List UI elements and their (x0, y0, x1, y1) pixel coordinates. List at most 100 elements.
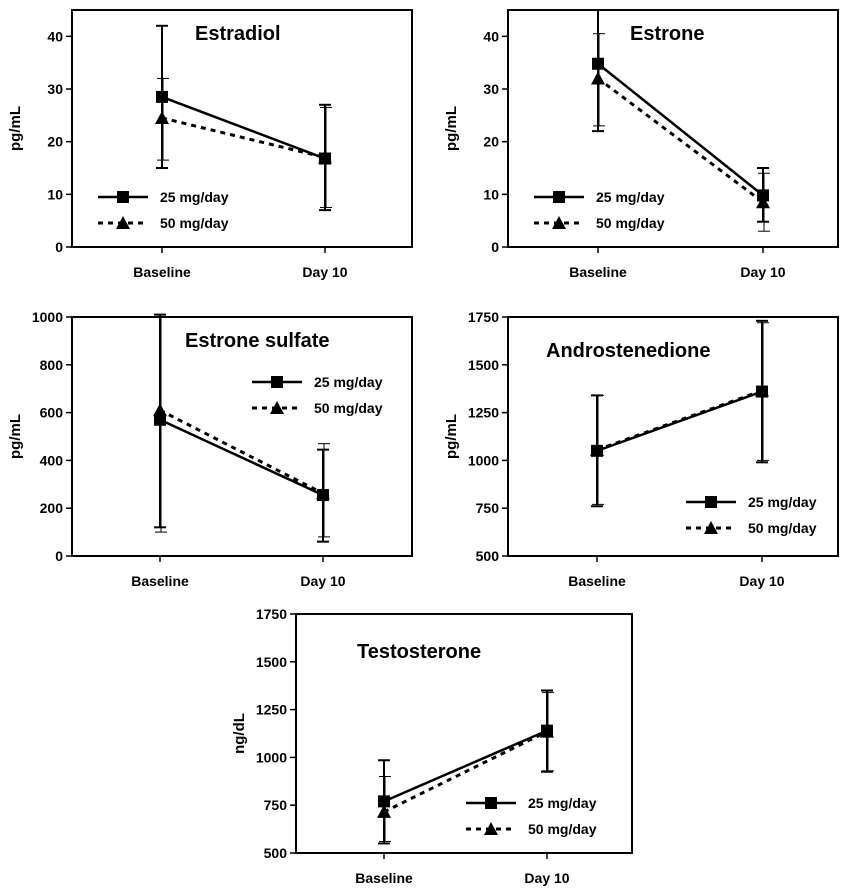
series-line (159, 418, 324, 497)
square-marker (156, 90, 168, 103)
series-line (597, 77, 764, 204)
legend-square-marker (705, 496, 717, 508)
plot-area (507, 9, 839, 248)
x-tick-label: Day 10 (302, 264, 347, 280)
y-tick-label: 20 (483, 134, 499, 150)
triangle-marker (590, 442, 604, 456)
x-tick-label: Baseline (133, 264, 191, 280)
legend-label: 25 mg/day (160, 189, 229, 205)
legend-square-marker (485, 797, 497, 809)
legend-label: 50 mg/day (314, 400, 383, 416)
series-line (159, 408, 324, 495)
y-tick-label: 500 (264, 845, 288, 861)
square-marker (154, 413, 166, 426)
panel-title: Testosterone (357, 641, 481, 663)
x-tick-label: Day 10 (524, 870, 569, 886)
legend-label: 50 mg/day (748, 520, 817, 536)
y-tick-label: 0 (491, 239, 499, 255)
series-line (383, 730, 548, 814)
y-tick-label: 1250 (468, 405, 499, 421)
triangle-marker (756, 195, 770, 209)
chart-panel: 500 750 1000 1250 1500 1750 ng/dL Baseline Day 1… (231, 606, 633, 886)
x-tick-label: Day 10 (740, 264, 785, 280)
y-tick-label: 40 (47, 28, 63, 44)
legend: 25 mg/day 50 mg/day (534, 189, 665, 231)
legend-label: 25 mg/day (748, 494, 817, 510)
y-tick-label: 1000 (256, 749, 287, 765)
legend-triangle-marker (484, 822, 498, 835)
legend: 25 mg/day 50 mg/day (686, 494, 817, 536)
y-axis-label: ng/dL (231, 713, 248, 754)
y-axis-label: pg/mL (7, 414, 24, 459)
y-axis-label: pg/mL (443, 106, 460, 151)
y-axis-label: pg/mL (443, 414, 460, 459)
triangle-marker (316, 486, 330, 500)
legend-label: 25 mg/day (314, 374, 383, 390)
y-tick-label: 800 (40, 357, 64, 373)
square-marker (592, 57, 604, 70)
plot-area (71, 316, 413, 557)
chart-panel: 0 10 20 30 40 pg/mL Baseline Day 10 Estradiol 25 … (7, 9, 413, 280)
panel-title: Androstenedione (546, 340, 710, 362)
x-tick-label: Baseline (355, 870, 413, 886)
legend: 25 mg/day 50 mg/day (252, 374, 383, 416)
legend-label: 50 mg/day (160, 215, 229, 231)
legend-label: 25 mg/day (596, 189, 665, 205)
chart-panel: 0 10 20 30 40 pg/mL Baseline Day 10 Estrone 25 mg… (443, 9, 839, 280)
y-tick-label: 0 (55, 548, 63, 564)
y-tick-label: 30 (483, 81, 499, 97)
y-tick-label: 1750 (256, 606, 287, 622)
panel-title: Estrone sulfate (185, 330, 329, 352)
legend-label: 25 mg/day (528, 795, 597, 811)
triangle-marker (155, 110, 169, 124)
legend-label: 50 mg/day (596, 215, 665, 231)
triangle-marker (540, 724, 554, 738)
legend: 25 mg/day 50 mg/day (98, 189, 229, 231)
legend-label: 50 mg/day (528, 821, 597, 837)
series-line (596, 390, 763, 453)
legend-square-marker (553, 191, 565, 203)
triangle-marker (153, 403, 167, 417)
y-tick-label: 10 (47, 186, 63, 202)
legend-triangle-marker (270, 401, 284, 414)
plot-area (507, 316, 839, 557)
x-tick-label: Day 10 (300, 573, 345, 589)
y-tick-label: 400 (40, 452, 64, 468)
chart-panel: 0 200 400 600 800 1000 pg/mL Baseline Day 10 Estr… (7, 309, 413, 589)
triangle-marker (755, 383, 769, 397)
plot-area (295, 613, 633, 854)
x-tick-label: Baseline (568, 573, 626, 589)
y-tick-label: 1000 (468, 452, 499, 468)
y-tick-label: 1250 (256, 702, 287, 718)
legend-triangle-marker (552, 216, 566, 229)
y-tick-label: 20 (47, 134, 63, 150)
plot-area (71, 9, 413, 248)
y-axis-label: pg/mL (7, 106, 24, 151)
y-tick-label: 200 (40, 500, 64, 516)
legend-square-marker (117, 191, 129, 203)
y-tick-label: 10 (483, 186, 499, 202)
panel-title: Estrone (630, 23, 704, 45)
y-tick-label: 1500 (468, 357, 499, 373)
series-line (161, 116, 326, 159)
y-tick-label: 600 (40, 405, 64, 421)
x-tick-label: Baseline (569, 264, 627, 280)
chart-panel: 500 750 1000 1250 1500 1750 pg/mL Baseline Day 1… (443, 309, 839, 589)
y-tick-label: 1500 (256, 654, 287, 670)
series-line (161, 95, 326, 160)
triangle-marker (377, 804, 391, 818)
x-tick-label: Baseline (131, 573, 189, 589)
triangle-marker (318, 150, 332, 164)
y-tick-label: 750 (264, 797, 288, 813)
y-tick-label: 1000 (32, 309, 63, 325)
y-tick-label: 30 (47, 81, 63, 97)
legend-square-marker (271, 376, 283, 388)
x-tick-label: Day 10 (739, 573, 784, 589)
legend-triangle-marker (116, 216, 130, 229)
y-tick-label: 750 (476, 500, 500, 516)
triangle-marker (591, 71, 605, 85)
y-tick-label: 40 (483, 28, 499, 44)
y-tick-label: 1750 (468, 309, 499, 325)
y-tick-label: 500 (476, 548, 500, 564)
